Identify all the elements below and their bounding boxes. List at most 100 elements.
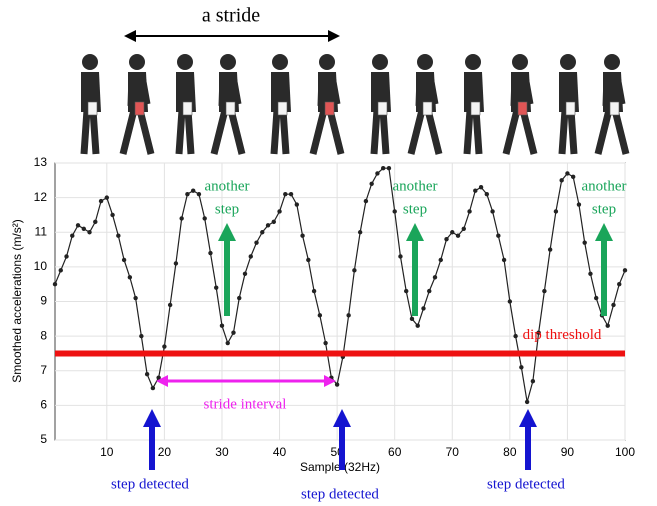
walker bbox=[81, 54, 101, 154]
data-point bbox=[76, 223, 80, 227]
data-point bbox=[289, 192, 293, 196]
another-step-label: step bbox=[215, 201, 239, 217]
data-point bbox=[99, 199, 103, 203]
data-point bbox=[502, 258, 506, 262]
another-step-label: another bbox=[582, 178, 627, 194]
data-point bbox=[105, 195, 109, 199]
y-tick-label: 12 bbox=[34, 190, 48, 204]
x-tick-label: 70 bbox=[446, 445, 460, 459]
walker bbox=[214, 54, 242, 154]
data-point bbox=[64, 254, 68, 258]
data-point bbox=[329, 375, 333, 379]
data-point bbox=[295, 202, 299, 206]
data-point bbox=[421, 306, 425, 310]
data-point bbox=[623, 268, 627, 272]
data-point bbox=[485, 192, 489, 196]
data-point bbox=[375, 171, 379, 175]
data-point bbox=[82, 227, 86, 231]
data-point bbox=[611, 303, 615, 307]
data-point bbox=[496, 234, 500, 238]
data-point bbox=[479, 185, 483, 189]
x-tick-label: 20 bbox=[158, 445, 172, 459]
another-step-label: step bbox=[403, 201, 427, 217]
walker bbox=[313, 54, 341, 154]
x-tick-label: 40 bbox=[273, 445, 287, 459]
walker bbox=[559, 54, 579, 154]
phone bbox=[423, 102, 432, 115]
data-point bbox=[93, 220, 97, 224]
walker bbox=[464, 54, 484, 154]
data-point bbox=[559, 178, 563, 182]
data-point bbox=[398, 254, 402, 258]
phone bbox=[471, 102, 480, 115]
data-point bbox=[525, 400, 529, 404]
legs bbox=[374, 110, 386, 154]
data-point bbox=[606, 324, 610, 328]
phone bbox=[518, 102, 527, 115]
data-point bbox=[254, 240, 258, 244]
data-point bbox=[145, 372, 149, 376]
head bbox=[220, 54, 236, 70]
phone bbox=[135, 102, 144, 115]
step-detected-label: step detected bbox=[111, 476, 189, 492]
data-point bbox=[346, 313, 350, 317]
x-tick-label: 30 bbox=[215, 445, 229, 459]
walker bbox=[123, 54, 151, 154]
head bbox=[177, 54, 193, 70]
data-point bbox=[197, 192, 201, 196]
data-point bbox=[70, 234, 74, 238]
x-tick-label: 80 bbox=[503, 445, 517, 459]
phone bbox=[278, 102, 287, 115]
phone bbox=[610, 102, 619, 115]
data-point bbox=[220, 324, 224, 328]
data-point bbox=[594, 296, 598, 300]
data-point bbox=[352, 268, 356, 272]
walker bbox=[506, 54, 534, 154]
x-tick-label: 10 bbox=[100, 445, 114, 459]
data-point bbox=[174, 261, 178, 265]
data-point bbox=[513, 334, 517, 338]
head bbox=[512, 54, 528, 70]
data-point bbox=[358, 230, 362, 234]
another-step-label: another bbox=[393, 178, 438, 194]
data-point bbox=[444, 237, 448, 241]
walker bbox=[598, 54, 626, 154]
data-point bbox=[473, 189, 477, 193]
y-tick-label: 10 bbox=[34, 259, 48, 273]
data-point bbox=[202, 216, 206, 220]
data-point bbox=[577, 202, 581, 206]
phone bbox=[325, 102, 334, 115]
head bbox=[129, 54, 145, 70]
legs bbox=[598, 110, 626, 154]
data-point bbox=[168, 303, 172, 307]
data-point bbox=[565, 171, 569, 175]
walker bbox=[371, 54, 391, 154]
head bbox=[604, 54, 620, 70]
head bbox=[319, 54, 335, 70]
head bbox=[272, 54, 288, 70]
legs bbox=[274, 110, 286, 154]
data-point bbox=[312, 289, 316, 293]
data-point bbox=[467, 209, 471, 213]
data-point bbox=[323, 341, 327, 345]
step-detected-label: step detected bbox=[487, 476, 565, 492]
data-point bbox=[387, 166, 391, 170]
data-point bbox=[318, 313, 322, 317]
data-point bbox=[185, 192, 189, 196]
legs bbox=[562, 110, 574, 154]
another-step-label: step bbox=[592, 201, 616, 217]
data-point bbox=[439, 258, 443, 262]
data-point bbox=[139, 334, 143, 338]
data-point bbox=[554, 209, 558, 213]
data-point bbox=[548, 247, 552, 251]
stride-label: a stride bbox=[202, 5, 260, 27]
x-tick-label: 60 bbox=[388, 445, 402, 459]
x-tick-label: 100 bbox=[615, 445, 635, 459]
step-detected-label: step detected bbox=[301, 486, 379, 502]
walker bbox=[271, 54, 291, 154]
walking-figures bbox=[81, 54, 626, 154]
legs bbox=[214, 110, 242, 154]
stride-interval-label: stride interval bbox=[204, 396, 287, 412]
x-tick-label: 90 bbox=[561, 445, 575, 459]
data-point bbox=[226, 341, 230, 345]
